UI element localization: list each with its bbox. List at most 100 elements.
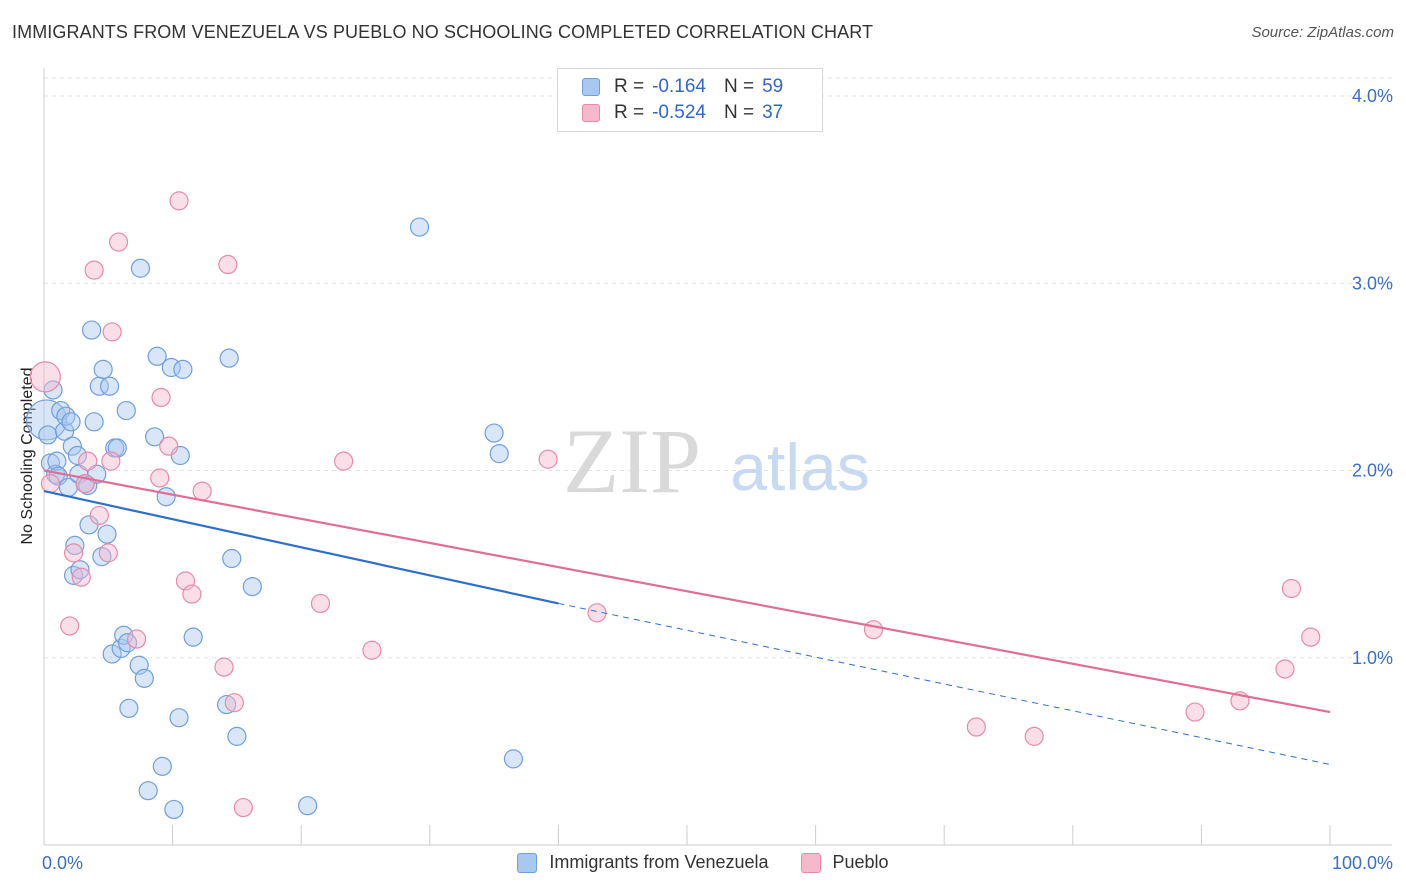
x-tick-label: 100.0% <box>1332 853 1393 873</box>
point-venezuela <box>222 548 242 569</box>
point-venezuela <box>298 796 318 816</box>
chart-title: IMMIGRANTS FROM VENEZUELA VS PUEBLO NO S… <box>12 22 874 42</box>
grid-lines <box>44 77 1392 659</box>
point-venezuela <box>97 524 117 544</box>
point-venezuela <box>489 444 509 464</box>
point-pueblo <box>233 797 253 818</box>
point-venezuela <box>217 694 237 715</box>
point-pueblo <box>151 387 171 408</box>
point-pueblo <box>159 436 179 456</box>
point-venezuela <box>119 698 139 718</box>
point-venezuela <box>70 560 90 580</box>
trend-lines <box>43 469 1331 765</box>
point-venezuela <box>164 799 184 820</box>
point-venezuela <box>169 708 189 728</box>
point-pueblo <box>108 232 129 252</box>
point-pueblo <box>587 603 607 623</box>
point-pueblo <box>98 543 118 563</box>
point-venezuela <box>138 781 158 801</box>
point-pueblo <box>40 474 61 494</box>
legend-r-value: -0.164 <box>652 76 706 97</box>
point-pueblo <box>1185 702 1205 722</box>
point-pueblo <box>71 567 91 587</box>
point-venezuela <box>99 376 120 396</box>
point-venezuela <box>81 320 102 340</box>
legend-r-label: R = <box>614 76 645 97</box>
series-swatch-venezuela <box>517 852 538 873</box>
point-venezuela <box>144 427 165 447</box>
legend-n-value: 37 <box>762 102 784 123</box>
legend-r-label: R = <box>614 102 645 123</box>
legend-n-label: N = <box>723 102 755 123</box>
legend-swatch-venezuela <box>582 78 600 96</box>
point-pueblo <box>1281 578 1302 599</box>
point-venezuela <box>227 726 247 746</box>
series-legend-venezuela: Immigrants from Venezuela <box>517 852 769 873</box>
point-venezuela <box>242 576 262 597</box>
point-pueblo <box>863 620 884 640</box>
point-pueblo <box>966 717 986 737</box>
point-pueblo <box>214 657 234 677</box>
series-swatch-pueblo <box>800 852 821 873</box>
point-venezuela <box>54 421 75 441</box>
point-venezuela <box>65 535 85 556</box>
point-pueblo <box>169 191 189 211</box>
y-tick-label: 2.0% <box>1352 461 1393 481</box>
point-pueblo <box>1024 726 1044 746</box>
point-pueblo <box>1275 659 1295 679</box>
point-pueblo <box>218 254 238 275</box>
legend-n-label: N = <box>723 76 755 97</box>
point-venezuela <box>93 359 113 379</box>
point-venezuela <box>25 399 68 441</box>
correlation-legend: R = -0.164 N = 59 R = -0.524 N = 37 <box>557 68 823 132</box>
point-venezuela <box>484 423 504 443</box>
point-pueblo <box>310 593 331 614</box>
point-pueblo <box>63 543 84 563</box>
point-venezuela <box>56 406 76 426</box>
point-venezuela <box>147 346 167 366</box>
point-venezuela <box>84 412 104 432</box>
point-pueblo <box>102 322 122 342</box>
watermark: ZIP atlas <box>563 410 870 512</box>
legend-row-pueblo: R = -0.524 N = 37 <box>582 101 783 125</box>
point-pueblo <box>89 505 109 526</box>
point-venezuela <box>134 668 154 688</box>
x-tick-label: 0.0% <box>42 853 83 873</box>
watermark-zip: ZIP <box>563 410 701 512</box>
point-pueblo <box>224 693 244 713</box>
y-tick-label: 1.0% <box>1352 648 1393 668</box>
point-pueblo <box>538 449 558 469</box>
point-venezuela <box>503 749 523 769</box>
point-pueblo <box>182 584 202 604</box>
watermark-atlas: atlas <box>730 430 869 504</box>
data-points <box>25 191 1321 820</box>
point-venezuela <box>61 412 81 432</box>
axes <box>43 68 1392 846</box>
point-pueblo <box>150 468 170 488</box>
point-venezuela <box>67 445 88 466</box>
point-pueblo <box>78 451 98 471</box>
y-tick-label: 3.0% <box>1352 273 1393 293</box>
series-label-pueblo: Pueblo <box>832 852 889 872</box>
trend-line-venezuela-extension <box>558 602 1331 765</box>
legend-swatch-pueblo <box>582 104 600 122</box>
series-label-venezuela: Immigrants from Venezuela <box>549 852 769 872</box>
point-venezuela <box>219 348 239 368</box>
series-legend: Immigrants from Venezuela Pueblo <box>0 852 1406 873</box>
point-pueblo <box>84 260 104 280</box>
trend-line-pueblo <box>43 469 1331 714</box>
point-venezuela <box>38 425 58 445</box>
point-venezuela <box>183 627 203 647</box>
series-legend-pueblo: Pueblo <box>800 852 889 873</box>
legend-row-venezuela: R = -0.164 N = 59 <box>582 75 783 99</box>
point-pueblo <box>192 481 212 501</box>
tick-labels: 1.0% 2.0% 3.0% 4.0% 0.0% 100.0% <box>42 86 1393 873</box>
point-venezuela <box>156 487 176 507</box>
legend-r-value: -0.524 <box>652 102 706 123</box>
legend-n-value: 59 <box>762 76 784 97</box>
point-pueblo <box>29 361 61 393</box>
point-venezuela <box>152 756 172 776</box>
point-pueblo <box>1301 627 1321 647</box>
point-pueblo <box>334 451 354 471</box>
